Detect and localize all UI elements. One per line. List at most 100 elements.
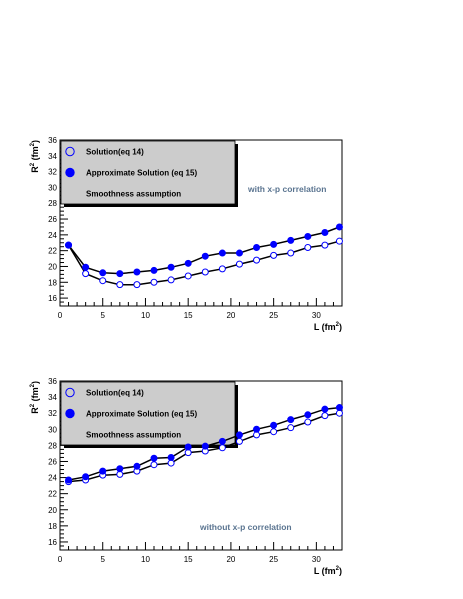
- data-point-filled: [253, 244, 261, 252]
- x-tick-label: 15: [184, 311, 193, 320]
- legend-label: Approximate Solution (eq 15): [86, 169, 197, 178]
- y-tick-label: 22: [48, 247, 57, 256]
- legend-open-circle-marker: [65, 387, 75, 398]
- data-point-filled: [133, 268, 141, 276]
- data-point-open: [116, 470, 124, 478]
- data-point-open: [304, 418, 312, 426]
- x-tick-label: 0: [58, 555, 63, 564]
- data-point-open: [167, 276, 175, 284]
- legend-label: Solution(eq 14): [86, 148, 144, 157]
- data-point-filled: [287, 236, 295, 244]
- data-point-open: [99, 277, 107, 285]
- x-tick-label: 5: [101, 555, 106, 564]
- data-point-filled: [321, 228, 329, 236]
- data-point-filled: [218, 249, 226, 257]
- data-point-filled: [116, 465, 124, 473]
- x-tick-label: 0: [58, 311, 63, 320]
- x-tick-label: 30: [312, 311, 321, 320]
- y-tick-label: 32: [48, 409, 57, 418]
- data-point-filled: [65, 241, 73, 249]
- data-point-filled: [304, 411, 312, 419]
- data-point-open: [167, 459, 175, 467]
- data-point-open: [116, 281, 124, 289]
- data-point-open: [201, 268, 209, 276]
- data-point-filled: [335, 404, 343, 412]
- legend-label: Smoothness assumption: [86, 431, 181, 440]
- panel-annotation: without x-p correlation: [199, 522, 292, 532]
- data-point-filled: [201, 252, 209, 260]
- x-tick-label: 20: [226, 555, 235, 564]
- data-point-filled: [304, 232, 312, 240]
- x-tick-label: 10: [141, 555, 150, 564]
- data-point-open: [235, 260, 243, 268]
- y-tick-label: 26: [48, 215, 57, 224]
- y-tick-label: 20: [48, 262, 57, 271]
- y-tick-label: 34: [48, 152, 57, 161]
- data-point-open: [235, 437, 243, 445]
- legend-label: Solution(eq 14): [86, 389, 144, 398]
- series-line-1: [67, 240, 340, 286]
- data-point-filled: [167, 263, 175, 271]
- data-point-filled: [167, 453, 175, 461]
- panel-annotation: with x-p correlation: [247, 184, 326, 194]
- y-tick-label: 32: [48, 168, 57, 177]
- data-point-open: [150, 278, 158, 286]
- legend-open-circle-marker: [65, 146, 75, 157]
- y-tick-label: 22: [48, 490, 57, 499]
- y-tick-label: 36: [48, 136, 57, 145]
- x-tick-label: 15: [184, 555, 193, 564]
- data-point-open: [321, 412, 329, 420]
- data-point-filled: [116, 270, 124, 278]
- data-point-filled: [82, 473, 90, 481]
- y-tick-label: 36: [48, 377, 57, 386]
- data-point-open: [253, 256, 261, 264]
- data-point-filled: [99, 269, 107, 277]
- data-point-filled: [82, 263, 90, 271]
- data-point-filled: [321, 405, 329, 413]
- data-point-filled: [335, 223, 343, 231]
- x-axis-label: L (fm2): [314, 566, 342, 576]
- data-point-filled: [287, 416, 295, 424]
- data-point-open: [150, 461, 158, 469]
- y-axis-label: R2 (fm2): [30, 140, 40, 173]
- y-tick-label: 16: [48, 294, 57, 303]
- y-tick-label: 18: [48, 278, 57, 287]
- y-tick-label: 16: [48, 538, 57, 547]
- data-point-open: [287, 424, 295, 432]
- data-point-open: [335, 409, 343, 417]
- data-point-open: [304, 244, 312, 252]
- chart-panel-1: 0 5 10 15 20 25 30 16 18 20 22 24 26 28 30 32 34 36 L (fm2…: [30, 136, 343, 332]
- data-point-filled: [133, 462, 141, 470]
- data-point-filled: [150, 454, 158, 462]
- data-point-filled: [184, 259, 192, 267]
- data-point-open: [253, 431, 261, 439]
- data-point-open: [218, 265, 226, 273]
- legend-label: Smoothness assumption: [86, 190, 181, 199]
- legend-filled-circle-marker: [65, 167, 75, 178]
- data-point-filled: [218, 437, 226, 445]
- y-tick-label: 30: [48, 183, 57, 192]
- data-point-open: [321, 241, 329, 249]
- y-tick-label: 24: [48, 231, 57, 240]
- data-point-open: [133, 281, 141, 289]
- data-point-filled: [270, 240, 278, 248]
- data-point-filled: [235, 249, 243, 257]
- y-tick-label: 18: [48, 522, 57, 531]
- data-point-filled: [65, 476, 73, 484]
- data-point-filled: [201, 442, 209, 450]
- data-point-filled: [150, 266, 158, 274]
- y-tick-label: 28: [48, 441, 57, 450]
- data-point-open: [184, 449, 192, 457]
- data-point-open: [82, 270, 90, 278]
- y-tick-label: 26: [48, 457, 57, 466]
- x-tick-label: 5: [101, 311, 106, 320]
- y-tick-label: 34: [48, 393, 57, 402]
- x-tick-label: 25: [269, 555, 278, 564]
- legend-filled-circle-marker: [65, 408, 75, 419]
- legend-label: Approximate Solution (eq 15): [86, 410, 197, 419]
- y-tick-label: 20: [48, 506, 57, 515]
- y-axis-label: R2 (fm2): [30, 381, 40, 414]
- data-point-filled: [270, 421, 278, 429]
- data-point-open: [270, 251, 278, 259]
